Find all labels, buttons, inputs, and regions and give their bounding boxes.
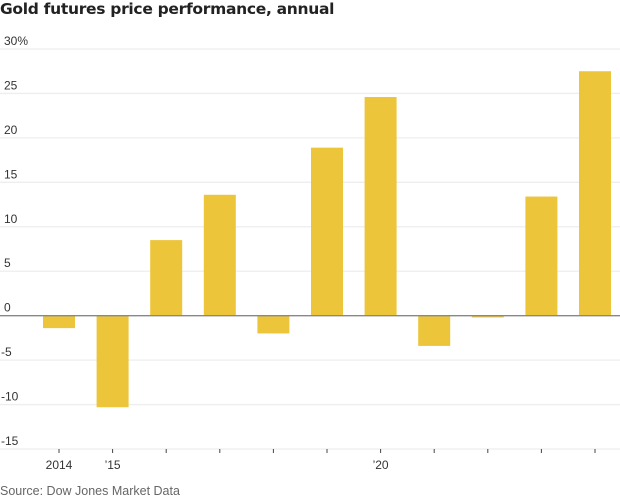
x-tick-label: 2014	[46, 458, 73, 472]
y-tick-label: 25	[4, 78, 18, 92]
bar-2018	[257, 315, 290, 334]
y-tick-label: 10	[4, 212, 18, 226]
x-tick-label: ’15	[105, 458, 121, 472]
bar-2015	[96, 315, 129, 408]
bar-2023	[525, 196, 558, 316]
y-tick-label: 30%	[4, 34, 28, 48]
y-tick-label: -5	[1, 345, 12, 359]
bar-2019	[311, 147, 343, 316]
y-tick-label: -10	[1, 390, 19, 404]
y-tick-label: -15	[1, 434, 19, 448]
bar-2021	[418, 315, 451, 346]
bar-2020	[364, 97, 397, 316]
bar-2014	[43, 315, 75, 329]
bar-2022	[471, 315, 504, 318]
chart-title: Gold futures price performance, annual	[0, 0, 335, 18]
y-tick-label: 0	[4, 301, 11, 315]
source-note: Source: Dow Jones Market Data	[0, 484, 180, 498]
bar-2017	[203, 194, 236, 316]
y-tick-label: 15	[4, 167, 18, 181]
bar-2016	[150, 240, 183, 316]
y-tick-label: 5	[4, 256, 11, 270]
bar-2024	[579, 71, 611, 316]
bar-chart: 30% 25 20 15 10 5 0 -5 -10 -15 2014 ’15 ’20	[0, 34, 620, 472]
x-tick-label: ’20	[373, 458, 389, 472]
y-tick-label: 20	[4, 123, 18, 137]
